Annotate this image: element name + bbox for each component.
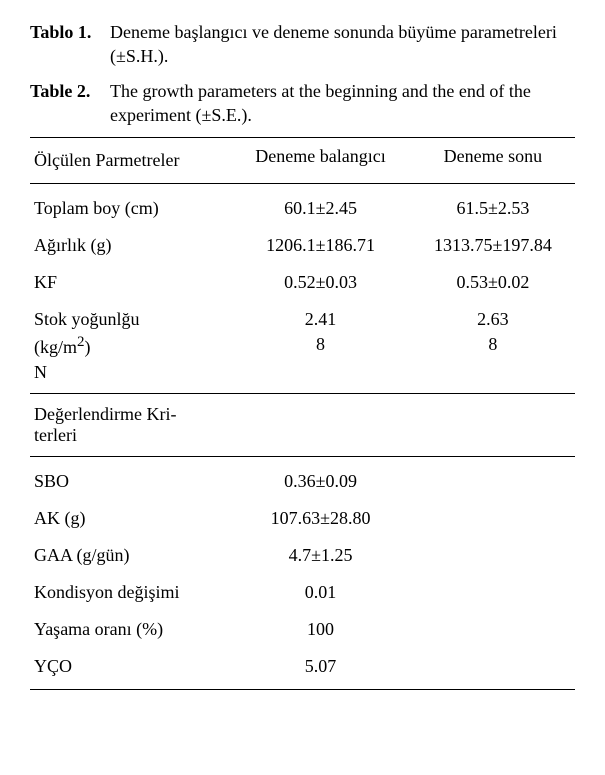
- row-param: Ağırlık (g): [30, 227, 230, 264]
- row-val-a: 0.52±0.03: [230, 264, 411, 301]
- header-col3: Deneme sonu: [411, 138, 575, 184]
- row-param: Toplam boy (cm): [30, 184, 230, 228]
- row-val-a: 107.63±28.80: [230, 500, 411, 537]
- row-param: YÇO: [30, 648, 230, 690]
- table2-caption: Table 2. The growth parameters at the be…: [30, 79, 575, 128]
- row-val-a: 4.7±1.25: [230, 537, 411, 574]
- row-val-a: 1206.1±186.71: [230, 227, 411, 264]
- stok-line1: Stok yoğunlğu: [30, 301, 230, 332]
- section-header: Değerlendirme Kri- terleri: [30, 394, 575, 457]
- row-val-b: 1313.75±197.84: [411, 227, 575, 264]
- row-param: KF: [30, 264, 230, 301]
- caption1-label: Tablo 1.: [30, 20, 110, 69]
- stok-line2: (kg/m2): [30, 332, 230, 360]
- header-col1: Ölçülen Parmetreler: [30, 138, 230, 184]
- row-param: AK (g): [30, 500, 230, 537]
- row-val-a: 0.36±0.09: [230, 457, 411, 501]
- row-param: SBO: [30, 457, 230, 501]
- data-table: Ölçülen Parmetreler Deneme balangıcı Den…: [30, 137, 575, 690]
- row-param: Kondisyon değişimi: [30, 574, 230, 611]
- n-b: 8: [411, 332, 575, 360]
- stok-b: 2.63: [411, 301, 575, 332]
- row-val-b: 61.5±2.53: [411, 184, 575, 228]
- row-param: Yaşama oranı (%): [30, 611, 230, 648]
- n-label: N: [30, 360, 230, 394]
- table1-caption: Tablo 1. Deneme başlangıcı ve deneme son…: [30, 20, 575, 69]
- row-val-a: 60.1±2.45: [230, 184, 411, 228]
- row-val-a: 100: [230, 611, 411, 648]
- n-a: 8: [230, 332, 411, 360]
- stok-a: 2.41: [230, 301, 411, 332]
- row-val-a: 5.07: [230, 648, 411, 690]
- caption1-text: Deneme başlangıcı ve deneme sonunda büyü…: [110, 20, 575, 69]
- row-val-a: 0.01: [230, 574, 411, 611]
- caption2-text: The growth parameters at the beginning a…: [110, 79, 575, 128]
- row-val-b: 0.53±0.02: [411, 264, 575, 301]
- caption2-label: Table 2.: [30, 79, 110, 128]
- row-param: GAA (g/gün): [30, 537, 230, 574]
- header-col2: Deneme balangıcı: [230, 138, 411, 184]
